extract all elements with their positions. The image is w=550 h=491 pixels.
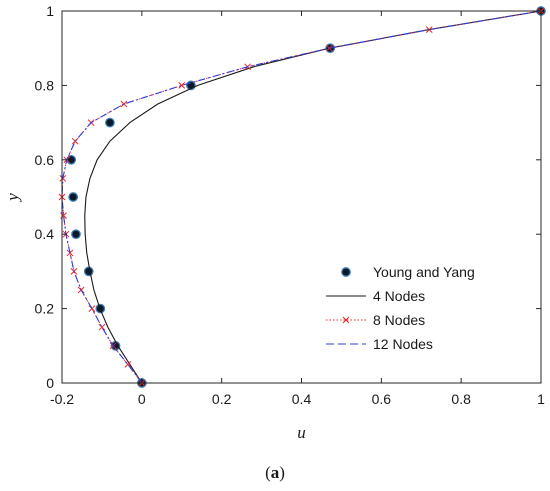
series-12-nodes [61, 10, 542, 384]
series-4-nodes [84, 10, 542, 384]
x-tick-label: 0.2 [212, 391, 232, 407]
y-tick-label: 1 [46, 3, 54, 19]
caption-close: ) [279, 463, 285, 482]
legend-item: Young and Yang [341, 264, 475, 280]
y-tick-label: 0.4 [35, 226, 55, 242]
data-point [66, 154, 77, 165]
x-marker [178, 82, 186, 89]
series-line [61, 10, 542, 384]
data-point [83, 266, 94, 277]
x-tick-label: 0.4 [292, 391, 312, 407]
y-tick-label: 0 [46, 375, 54, 391]
x-marker [88, 305, 96, 312]
legend-label: 8 Nodes [373, 312, 425, 328]
legend-label: 4 Nodes [373, 288, 425, 304]
data-point [71, 229, 81, 240]
legend-label: 12 Nodes [373, 336, 433, 352]
legend-item: 4 Nodes [326, 288, 425, 304]
series-young-and-yang [66, 6, 546, 388]
x-axis-label: u [297, 423, 306, 442]
series-8-nodes [58, 7, 545, 387]
x-marker [71, 137, 79, 145]
legend-item: 12 Nodes [326, 336, 433, 352]
x-tick-label: -0.2 [50, 391, 74, 407]
legend-item: 8 Nodes [326, 312, 425, 328]
x-tick-label: 0.8 [451, 391, 471, 407]
data-point [105, 117, 115, 128]
legend-marker [342, 316, 350, 324]
y-tick-label: 0.2 [35, 301, 55, 317]
series-line [61, 10, 542, 384]
x-tick-label: 1 [537, 391, 545, 407]
figure-caption: (a) [265, 463, 285, 482]
legend-marker [341, 267, 351, 277]
axes-frame [61, 10, 542, 384]
x-tick-label: 0 [138, 391, 146, 407]
x-tick-label: 0.6 [372, 391, 392, 407]
series-layer [58, 6, 546, 388]
legend: Young and Yang 4 Nodes 8 Nodes 12 Nodes [326, 264, 475, 352]
legend-label: Young and Yang [373, 264, 475, 280]
caption-open: ( [265, 463, 271, 482]
y-axis-label: y [3, 193, 22, 203]
y-tick-label: 0.8 [35, 77, 55, 93]
caption-letter: a [271, 463, 280, 482]
y-tick-label: 0.6 [35, 152, 55, 168]
series-line [84, 10, 542, 384]
ticks-layer: -0.2 0 0.2 0.4 0.6 0.8 100.20.40.60.81 [35, 3, 546, 407]
x-marker [98, 323, 106, 331]
data-point [68, 192, 79, 202]
